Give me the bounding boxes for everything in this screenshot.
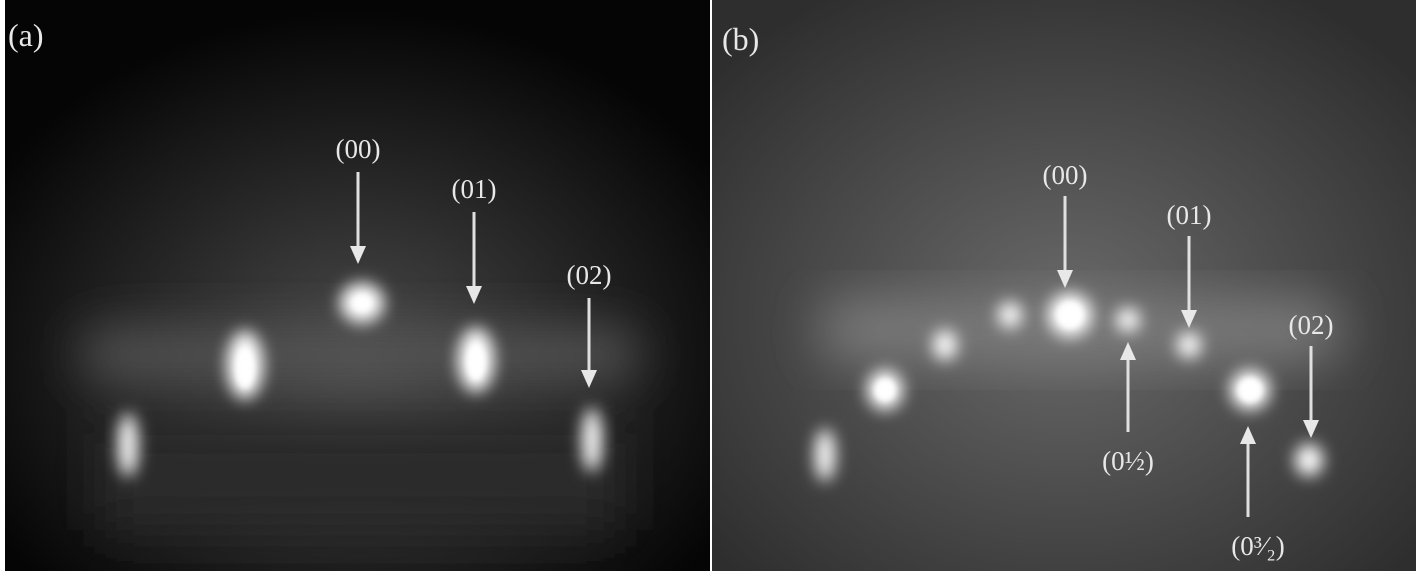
panel-b: (b) (00) (01) (02) (0½) (0³⁄₂) xyxy=(712,0,1416,571)
spots xyxy=(118,283,602,477)
spot-label: (00) xyxy=(336,134,381,164)
panel-label: (a) xyxy=(8,17,44,53)
spot-label: (01) xyxy=(1167,200,1212,230)
spot-label: (0³⁄₂) xyxy=(1231,531,1285,561)
spot-label: (01) xyxy=(452,174,497,204)
panel-a: (a) (00) (01) (02) xyxy=(5,0,710,571)
arrows xyxy=(1057,196,1319,517)
spot-label: (02) xyxy=(1289,310,1334,340)
spot-label: (0½) xyxy=(1102,446,1154,476)
spots xyxy=(815,293,1323,481)
arrows xyxy=(350,172,597,388)
spot-label: (00) xyxy=(1043,160,1088,190)
spot-label: (02) xyxy=(567,260,612,290)
panel-label: (b) xyxy=(722,21,759,57)
streaks xyxy=(80,330,640,530)
